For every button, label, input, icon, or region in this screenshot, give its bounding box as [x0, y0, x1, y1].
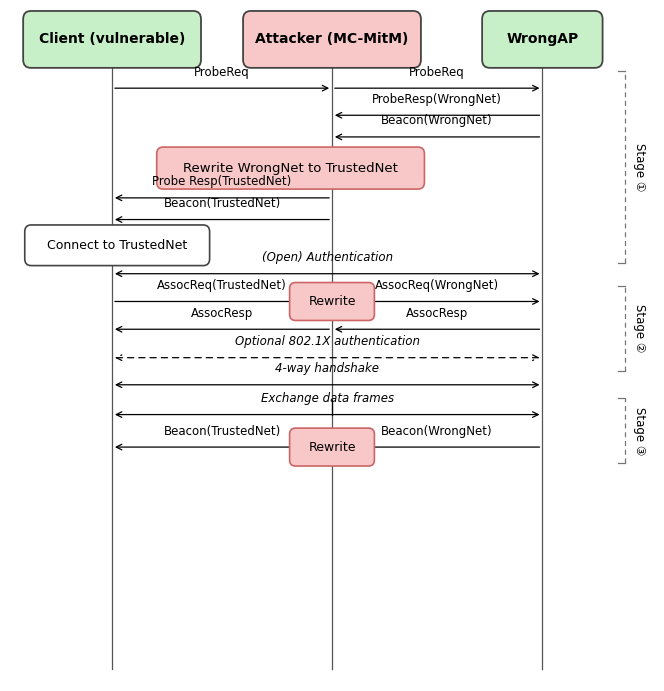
Text: Beacon(WrongNet): Beacon(WrongNet) [381, 115, 493, 127]
Text: AssocReq(TrustedNet): AssocReq(TrustedNet) [157, 279, 287, 292]
Text: Stage ①: Stage ① [633, 143, 646, 191]
FancyBboxPatch shape [157, 147, 424, 189]
FancyBboxPatch shape [290, 283, 374, 321]
FancyBboxPatch shape [25, 225, 210, 265]
Text: Stage ②: Stage ② [633, 304, 646, 353]
Text: Beacon(TrustedNet): Beacon(TrustedNet) [163, 424, 281, 437]
Text: Probe Resp(TrustedNet): Probe Resp(TrustedNet) [153, 176, 291, 189]
Text: Beacon(WrongNet): Beacon(WrongNet) [381, 424, 493, 437]
FancyBboxPatch shape [243, 11, 421, 68]
Text: Client (vulnerable): Client (vulnerable) [39, 32, 185, 46]
FancyBboxPatch shape [290, 428, 374, 466]
Text: Connect to TrustedNet: Connect to TrustedNet [47, 239, 187, 252]
FancyBboxPatch shape [482, 11, 603, 68]
Text: ProbeReq: ProbeReq [409, 66, 465, 79]
FancyBboxPatch shape [23, 11, 201, 68]
Text: AssocReq(WrongNet): AssocReq(WrongNet) [375, 279, 499, 292]
Text: Optional 802.1X authentication: Optional 802.1X authentication [234, 335, 420, 348]
Text: WrongAP: WrongAP [506, 32, 578, 46]
Text: ProbeReq: ProbeReq [194, 66, 250, 79]
Text: Stage ③: Stage ③ [633, 406, 646, 455]
Text: Exchange data frames: Exchange data frames [261, 392, 394, 405]
Text: Rewrite: Rewrite [308, 295, 356, 308]
Text: Rewrite WrongNet to TrustedNet: Rewrite WrongNet to TrustedNet [183, 162, 398, 175]
Text: (Open) Authentication: (Open) Authentication [262, 252, 393, 264]
Text: AssocResp: AssocResp [406, 307, 468, 320]
Text: Rewrite: Rewrite [308, 441, 356, 453]
Text: 4-way handshake: 4-way handshake [275, 362, 379, 375]
Text: AssocResp: AssocResp [191, 307, 253, 320]
Text: Attacker (MC-MitM): Attacker (MC-MitM) [256, 32, 408, 46]
Text: ProbeResp(WrongNet): ProbeResp(WrongNet) [373, 93, 502, 106]
Text: Beacon(TrustedNet): Beacon(TrustedNet) [163, 197, 281, 210]
